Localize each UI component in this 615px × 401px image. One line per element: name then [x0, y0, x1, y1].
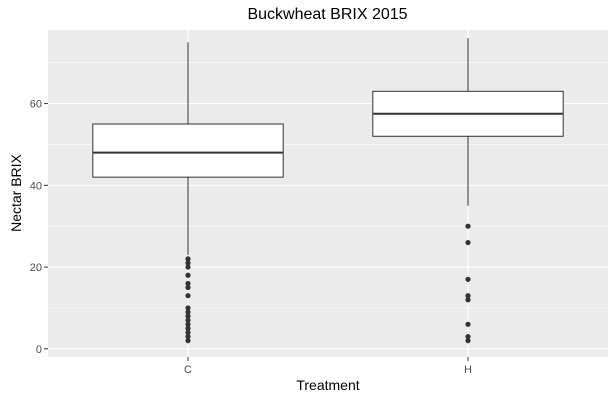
- box-H: [372, 38, 564, 344]
- outlier-point: [185, 256, 191, 262]
- outlier-point: [185, 309, 191, 315]
- y-tick-label: 60: [30, 99, 42, 111]
- outlier-point: [185, 321, 191, 327]
- boxes: [92, 38, 564, 344]
- box-C: [92, 42, 284, 344]
- outlier-point: [465, 297, 471, 303]
- outlier-point: [465, 223, 471, 229]
- outlier-point: [465, 333, 471, 340]
- chart-title: Buckwheat BRIX 2015: [247, 6, 408, 23]
- outlier-point: [185, 272, 191, 278]
- outlier-point: [465, 276, 471, 282]
- y-axis-title: Nectar BRIX: [8, 153, 24, 231]
- outlier-point: [185, 329, 191, 336]
- outlier-point: [185, 313, 191, 319]
- outlier-point: [185, 260, 191, 266]
- y-tick-label: 0: [36, 344, 42, 356]
- outlier-point: [185, 305, 191, 311]
- outlier-point: [465, 293, 471, 299]
- outlier-point: [185, 338, 191, 344]
- outlier-point: [465, 338, 471, 344]
- y-tick-label: 20: [30, 262, 42, 274]
- axes: 0 20 40 60 C H: [30, 99, 472, 376]
- x-tick-label: C: [184, 364, 192, 376]
- outlier-point: [185, 264, 191, 270]
- iqr-box: [92, 123, 284, 178]
- outlier-point: [185, 293, 191, 299]
- plot-panel: [48, 30, 608, 357]
- outlier-point: [465, 239, 471, 246]
- outlier-point: [185, 333, 191, 340]
- outlier-point: [185, 325, 191, 331]
- x-axis-title: Treatment: [296, 377, 359, 393]
- outlier-point: [185, 317, 191, 323]
- outlier-point: [185, 280, 191, 287]
- outlier-point: [465, 321, 471, 327]
- y-tick-label: 40: [30, 180, 42, 192]
- outlier-point: [185, 284, 191, 291]
- x-tick-label: H: [464, 364, 472, 376]
